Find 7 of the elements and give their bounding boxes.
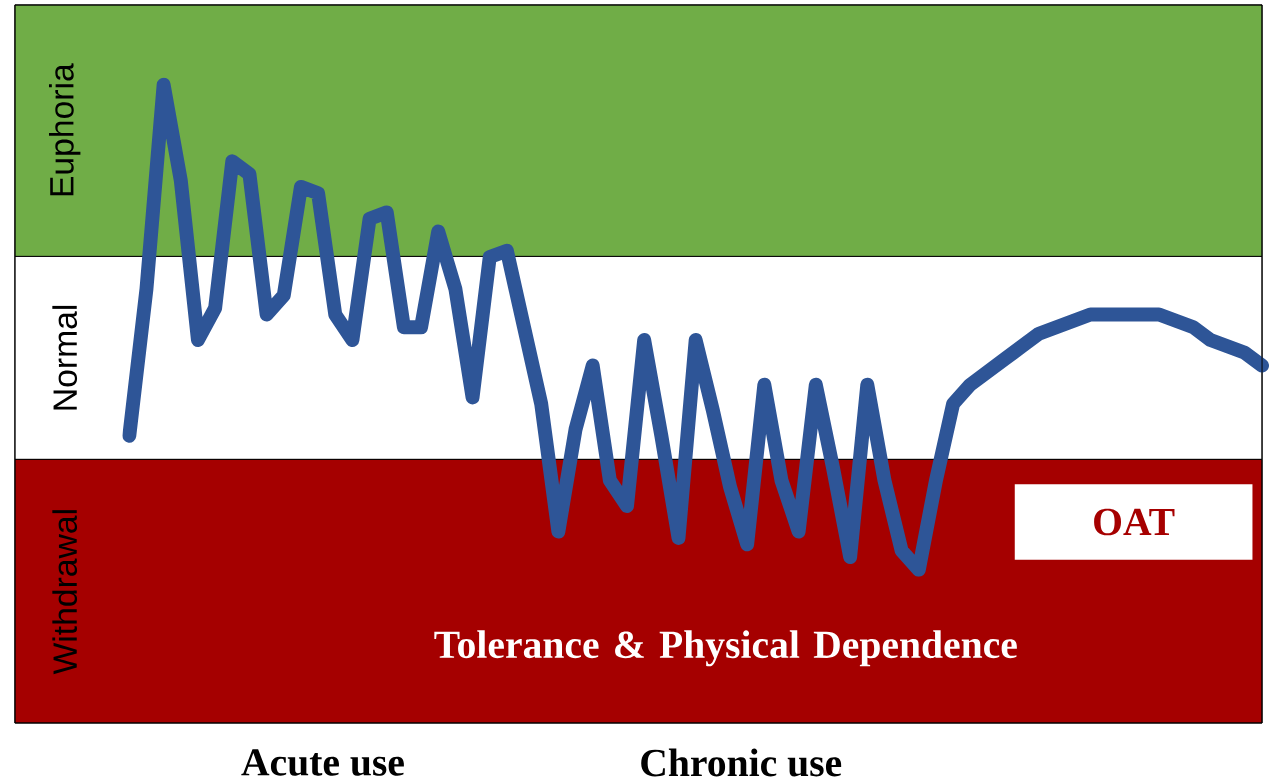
text: Chronic use xyxy=(641,748,842,777)
text: Acute use xyxy=(241,749,404,776)
annotation: Tolerance & Physical Dependence xyxy=(434,630,1017,667)
band-label: Euphoria xyxy=(49,63,81,196)
band-label: Normal xyxy=(52,306,78,410)
annotation: OAT xyxy=(1094,508,1175,536)
band-label: Withdrawal xyxy=(52,510,78,675)
